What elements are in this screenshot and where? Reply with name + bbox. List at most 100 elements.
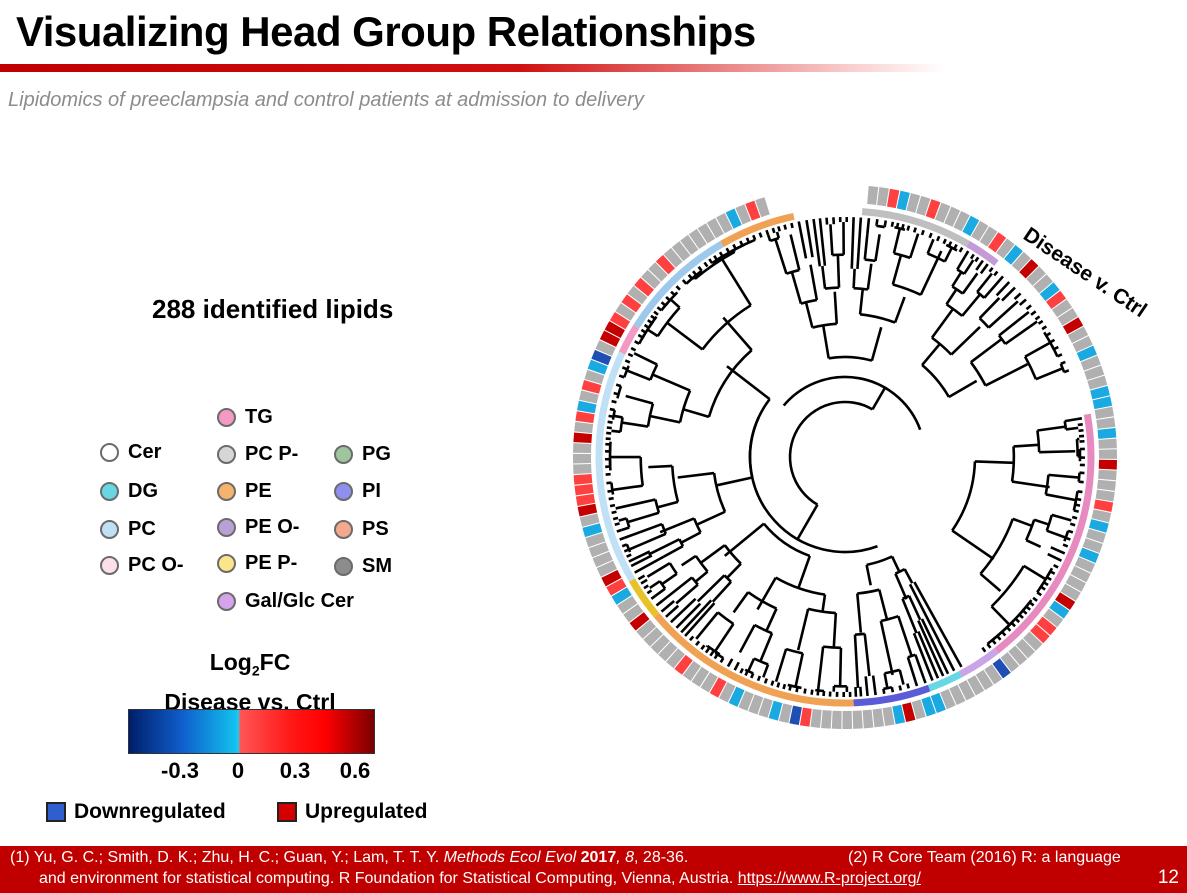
tree-branch-arc	[859, 313, 896, 324]
tree-leaf-branch	[700, 644, 706, 651]
tree-leaf-branch	[783, 224, 788, 230]
heat-ring-segment	[758, 697, 773, 718]
heat-ring-segment	[575, 493, 596, 506]
reference-2-start: (2) R Core Team (2016) R: a language	[848, 849, 1121, 866]
heat-ring-segment	[577, 503, 598, 517]
heat-ring-segment	[1046, 290, 1067, 309]
tree-leaf-branch	[782, 683, 787, 690]
tree-branch-arc	[748, 398, 771, 478]
tree-leaf-branch	[650, 594, 657, 600]
tree-branch	[1012, 517, 1033, 528]
tree-branch	[774, 238, 788, 275]
tree-leaf-branch	[660, 301, 667, 307]
tree-branch-arc	[892, 283, 922, 296]
legend-dot	[217, 591, 236, 611]
heat-ring-segment	[579, 390, 599, 404]
heat-ring-segment	[1098, 459, 1117, 470]
tree-branch	[865, 564, 872, 586]
tree-leaf-branch	[752, 234, 757, 241]
colorbar-tick: 0	[231, 758, 245, 783]
tree-branch	[747, 658, 756, 672]
heat-ring-segment	[1094, 406, 1114, 419]
tree-branch	[1025, 538, 1042, 548]
tree-branch-arc	[670, 465, 680, 503]
tree-leaf-branch	[630, 346, 637, 352]
tree-leaf-branch	[616, 528, 623, 533]
tree-branch-arc	[945, 303, 963, 317]
colorbar-tick: -0.3	[161, 758, 199, 783]
legend-item-dg: DG	[100, 479, 158, 503]
tree-branch	[615, 498, 656, 510]
heat-ring-segment	[573, 443, 592, 454]
heat-ring-segment	[709, 677, 727, 698]
tree-branch-arc	[876, 224, 885, 229]
tree-leaf-branch	[816, 690, 820, 696]
heat-ring-segment	[992, 658, 1011, 679]
tree-branch	[759, 632, 774, 662]
tree-branch	[1013, 443, 1039, 448]
heat-ring-segment	[728, 686, 745, 707]
heat-ring-segment	[1090, 385, 1110, 400]
tree-branch-arc	[712, 472, 727, 513]
heat-ring-segment	[789, 705, 802, 726]
tree-leaf-branch	[788, 685, 792, 691]
tree-branch-arc	[639, 457, 645, 486]
heat-ring-segment	[599, 330, 621, 347]
tree-leaf-branch	[917, 620, 945, 677]
tree-branch	[789, 234, 801, 271]
tree-branch	[649, 414, 681, 424]
tree-leaf-branch	[750, 672, 755, 679]
tree-branch	[984, 363, 1029, 387]
tree-branch-arc	[824, 286, 840, 290]
legend-item-pc-o: PC O-	[100, 553, 184, 577]
heat-ring-segment	[575, 411, 595, 424]
tree-branch	[794, 653, 805, 688]
tree-branch	[961, 294, 981, 317]
tree-leaf-branch	[856, 217, 863, 270]
heat-ring-segment	[719, 682, 736, 703]
tree-branch-arc	[654, 499, 661, 514]
heat-ring-segment	[574, 421, 594, 434]
tree-leaf-branch	[914, 680, 919, 687]
tree-branch	[627, 511, 660, 524]
r-project-link[interactable]: https://www.R-project.org/	[737, 870, 921, 887]
tree-branch-arc	[707, 349, 753, 418]
heat-ring-segment	[996, 238, 1015, 259]
tree-leaf-branch	[646, 589, 653, 595]
tree-leaf-branch	[614, 522, 620, 527]
heat-ring-segment	[595, 340, 616, 357]
tree-branch-arc	[822, 645, 841, 650]
tree-leaf-branch	[1047, 552, 1063, 562]
tree-leaf-branch	[1069, 522, 1076, 527]
heat-ring-segment	[877, 187, 889, 207]
tree-leaf-branch	[615, 383, 622, 388]
heat-ring-segment	[650, 634, 670, 655]
heat-ring-segment	[1008, 645, 1028, 666]
heat-ring-segment	[867, 186, 879, 205]
tree-branch	[891, 254, 903, 285]
tree-leaf-branch	[936, 235, 941, 242]
tree-leaf-branch	[745, 237, 751, 244]
tree-leaf-branch	[756, 675, 762, 682]
legend-item-pg: PG	[334, 442, 391, 466]
tree-branch	[654, 587, 666, 597]
heat-ring-segment	[611, 587, 632, 605]
heat-ring-segment	[916, 195, 931, 216]
tree-leaf-branch	[995, 281, 1011, 297]
tree-leaf-branch	[1018, 613, 1024, 619]
tree-branch	[821, 265, 827, 289]
tree-branch	[926, 238, 935, 255]
heat-ring-segment	[1015, 638, 1035, 659]
heat-ring-segment	[1098, 449, 1117, 459]
tree-leaf-branch	[1025, 304, 1032, 311]
tree-leaf-branch	[758, 232, 763, 238]
head-group-arc	[628, 578, 660, 618]
tree-leaf-branch	[875, 219, 879, 225]
tree-leaf-branch	[1013, 292, 1022, 301]
heat-ring-segment	[688, 228, 707, 250]
tree-branch	[659, 517, 695, 534]
head-group-arc	[958, 648, 999, 678]
tree-branch	[821, 325, 830, 359]
tree-leaf-branch	[611, 399, 617, 404]
tree-branch	[649, 580, 661, 590]
